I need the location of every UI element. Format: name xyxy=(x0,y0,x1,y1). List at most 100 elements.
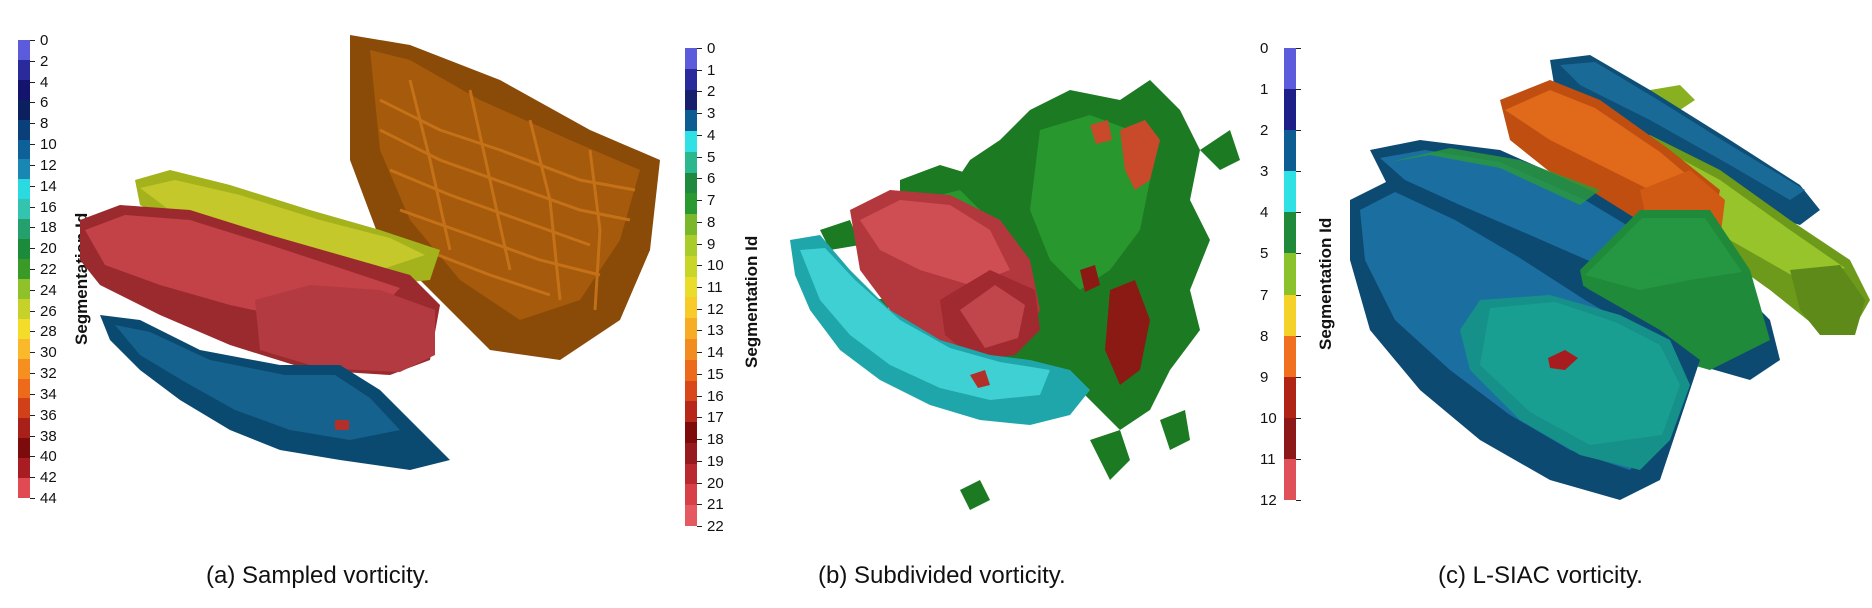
caption-a: (a) Sampled vorticity. xyxy=(206,562,430,589)
colorbar-segment xyxy=(18,119,30,141)
colorbar-tick-label: 3 xyxy=(707,105,716,123)
colorbar-segment xyxy=(18,159,30,180)
cyan-slab xyxy=(1350,180,1700,500)
colorbar-tick-mark xyxy=(697,113,702,115)
colorbar-tick-label: 2 xyxy=(707,83,716,101)
colorbar-tick-mark xyxy=(30,102,35,104)
colorbar-tick-mark xyxy=(697,243,702,245)
colorbar-tick-label: 5 xyxy=(1260,245,1269,263)
colorbar-segment xyxy=(1284,376,1296,419)
colorbar-segment xyxy=(685,359,697,382)
colorbar-segment xyxy=(18,318,30,340)
colorbar-tick-mark xyxy=(30,269,35,270)
colorbar-tick-label: 22 xyxy=(40,261,57,278)
colorbar-segment xyxy=(18,458,30,479)
colorbar-segment xyxy=(685,48,697,70)
colorbar-tick-mark xyxy=(1296,48,1301,49)
colorbar-segment xyxy=(18,99,30,121)
colorbar-segment xyxy=(685,68,697,91)
colorbar-segment xyxy=(1284,48,1296,90)
colorbar-segment xyxy=(1284,253,1296,296)
colorbar-tick-label: 12 xyxy=(1260,492,1277,509)
colorbar-segment xyxy=(18,398,30,419)
colorbar-tick-label: 12 xyxy=(707,300,724,318)
colorbar-segment xyxy=(18,478,30,499)
colorbar-a: 0 2 4 6 8 10 12 14 16 18 20 22 24 26 28 30 32 34 36 38 40 42 4… xyxy=(18,33,57,506)
colorbar-tick-label: 15 xyxy=(707,365,724,383)
colorbar-segment xyxy=(685,318,697,340)
colorbar-tick-label: 6 xyxy=(40,94,49,112)
colorbar-tick-label: 10 xyxy=(40,136,57,154)
colorbar-tick-label: 9 xyxy=(707,235,716,253)
colorbar-tick-label: 4 xyxy=(707,126,716,144)
colorbar-tick-mark xyxy=(1296,212,1301,214)
colorbar-segment xyxy=(685,131,697,153)
colorbar-title-b: Segmentation Id xyxy=(742,235,761,368)
colorbar-tick-mark xyxy=(697,48,702,49)
colorbar-tick-mark xyxy=(697,395,702,397)
colorbar-tick-mark xyxy=(30,310,35,312)
colorbar-segment xyxy=(18,298,30,320)
colorbar-segment xyxy=(18,239,30,260)
colorbar-segment xyxy=(1284,458,1296,501)
colorbar-tick-mark xyxy=(30,331,35,333)
colorbar-tick-label: 13 xyxy=(707,322,724,340)
colorbar-tick-label: 10 xyxy=(1260,409,1277,427)
caption-b: (b) Subdivided vorticity. xyxy=(818,562,1066,589)
colorbar-tick-label: 21 xyxy=(707,496,724,514)
colorbar-segment xyxy=(685,276,697,298)
colorbar-tick-mark xyxy=(697,200,702,202)
colorbar-tick-mark xyxy=(1296,89,1301,91)
cyan-structure xyxy=(790,235,1090,425)
colorbar-tick-mark xyxy=(1296,376,1301,378)
colorbar-tick-mark xyxy=(30,289,35,291)
colorbar-tick-label: 44 xyxy=(40,490,57,507)
colorbar-tick-mark xyxy=(697,504,702,506)
colorbar-tick-label: 19 xyxy=(707,452,724,470)
colorbar-segment xyxy=(685,151,697,174)
colorbar-tick-mark xyxy=(30,352,35,354)
colorbar-tick-mark xyxy=(30,227,35,229)
colorbar-segment xyxy=(685,463,697,485)
colorbar-segment xyxy=(18,378,30,399)
colorbar-tick-mark xyxy=(697,156,702,158)
caption-c: (c) L-SIAC vorticity. xyxy=(1438,562,1643,589)
colorbar-tick-label: 36 xyxy=(40,406,57,424)
colorbar-tick-mark xyxy=(1296,130,1301,132)
colorbar-tick-label: 34 xyxy=(40,385,57,403)
colorbar-segment xyxy=(18,358,30,379)
colorbar-tick-label: 32 xyxy=(40,365,57,383)
colorbar-tick-mark xyxy=(697,330,702,332)
colorbar-tick-label: 3 xyxy=(1260,163,1269,181)
volume-render-b xyxy=(790,80,1240,510)
colorbar-segment xyxy=(685,255,697,278)
panel-c: 0 1 2 3 4 5 7 8 9 10 11 12 Segmentation Id xyxy=(1260,0,1872,608)
colorbar-tick-label: 24 xyxy=(40,281,57,299)
colorbar-tick-label: 0 xyxy=(1260,40,1269,57)
colorbar-segment xyxy=(1284,130,1296,172)
colorbar-segment xyxy=(685,380,697,402)
colorbar-tick-mark xyxy=(697,178,702,180)
colorbar-segment xyxy=(18,259,30,280)
colorbar-tick-mark xyxy=(697,91,702,93)
colorbar-segment xyxy=(685,484,697,506)
colorbar-tick-mark xyxy=(1296,253,1301,255)
colorbar-tick-mark xyxy=(697,134,702,136)
colorbar-tick-mark xyxy=(30,435,35,437)
colorbar-tick-mark xyxy=(1296,294,1301,296)
colorbar-segment xyxy=(685,338,697,361)
colorbar-tick-label: 17 xyxy=(707,409,724,427)
colorbar-segment xyxy=(18,59,30,81)
colorbar-segment xyxy=(18,79,30,101)
colorbar-tick-label: 42 xyxy=(40,469,57,487)
colorbar-tick-mark xyxy=(1296,458,1301,460)
colorbar-segment xyxy=(18,438,30,459)
volume-render-a xyxy=(80,35,660,470)
colorbar-tick-label: 11 xyxy=(707,279,723,296)
colorbar-tick-mark xyxy=(30,414,35,416)
colorbar-tick-mark xyxy=(697,287,702,288)
colorbar-segment xyxy=(685,297,697,319)
colorbar-tick-mark xyxy=(30,123,35,125)
colorbar-segment xyxy=(1284,294,1296,337)
colorbar-tick-mark xyxy=(1296,335,1301,337)
